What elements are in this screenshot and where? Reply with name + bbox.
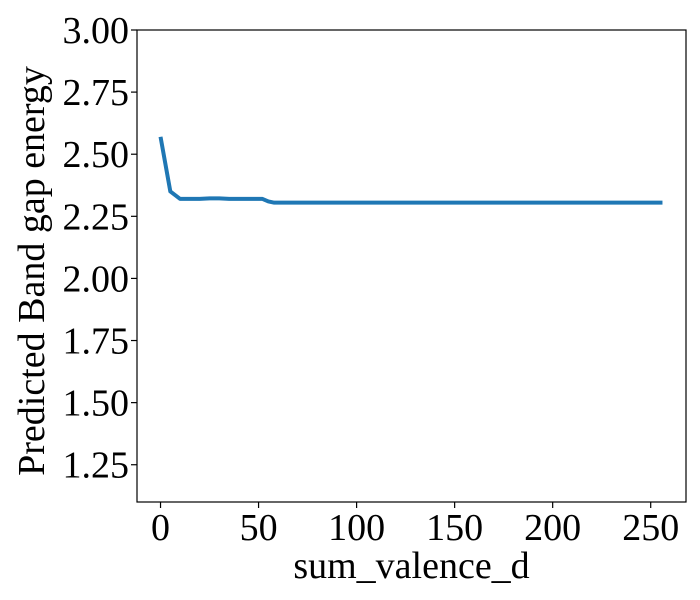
axes-frame: [136, 29, 687, 503]
x-tick-label: 50: [240, 507, 278, 549]
y-tick-label: 2.50: [63, 134, 130, 176]
plot-area: [158, 136, 663, 205]
x-axis: 0 50 100 150 200 250: [151, 502, 679, 549]
y-tick-label: 2.25: [63, 196, 130, 238]
y-tick-label: 3.00: [63, 10, 130, 52]
y-tick-label: 1.75: [63, 321, 130, 363]
series-line-0: [158, 136, 663, 205]
x-tick-label: 100: [328, 507, 385, 549]
x-tick-label: 0: [151, 507, 170, 549]
y-tick-label: 2.75: [63, 72, 130, 114]
y-tick-label: 2.00: [63, 258, 130, 300]
y-axis-label: Predicted Band gap energy: [11, 66, 53, 476]
x-tick-label: 200: [524, 507, 581, 549]
y-tick-label: 1.25: [63, 445, 130, 487]
y-axis: 1.25 1.50 1.75 2.00 2.25 2.50 2.75 3.00: [63, 10, 137, 487]
x-axis-label: sum_valence_d: [293, 545, 529, 587]
x-tick-label: 150: [426, 507, 483, 549]
y-tick-label: 1.50: [63, 383, 130, 425]
x-tick-label: 250: [622, 507, 679, 549]
